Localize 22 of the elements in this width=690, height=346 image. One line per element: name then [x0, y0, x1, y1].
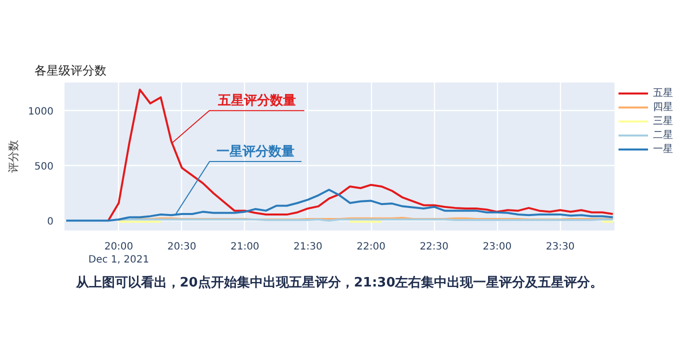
annotation: 五星评分数量: [216, 94, 296, 109]
x-tick-label: 21:30: [294, 242, 322, 252]
y-tick-label: 0: [47, 216, 54, 228]
x-tick-label: 22:00: [356, 242, 386, 252]
x-tick-label: 20:30: [167, 242, 196, 252]
x-tick-label: 20:00 Dec 1, 2021: [88, 242, 150, 266]
y-tick-label: 1000: [28, 106, 54, 118]
x-tick-label: 23:00: [482, 242, 512, 252]
y-axis-title: 评分数: [7, 140, 20, 173]
x-tick-label: 22:30: [420, 242, 449, 252]
line-series: [107, 88, 614, 222]
x-tick-label: 23:30: [546, 242, 575, 252]
chart-title: 各星级评分数: [34, 64, 106, 78]
legend-label: 一星: [653, 143, 673, 156]
legend-label: 五星: [653, 87, 673, 100]
legend-label: 四星: [653, 101, 673, 114]
legend-label: 三星: [653, 115, 673, 128]
text: 从上图可以看出，20点开始集中出现五星评分，21:30左右集中出现一星评分及五星评分。: [74, 274, 604, 290]
legend-label: 二星: [653, 129, 673, 142]
y-tick-label: 500: [34, 162, 54, 173]
annotation: 一星评分数量: [216, 144, 295, 160]
x-tick-label: 21:00: [230, 242, 260, 252]
